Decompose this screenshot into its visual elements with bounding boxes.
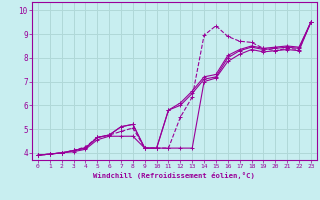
X-axis label: Windchill (Refroidissement éolien,°C): Windchill (Refroidissement éolien,°C) bbox=[93, 172, 255, 179]
